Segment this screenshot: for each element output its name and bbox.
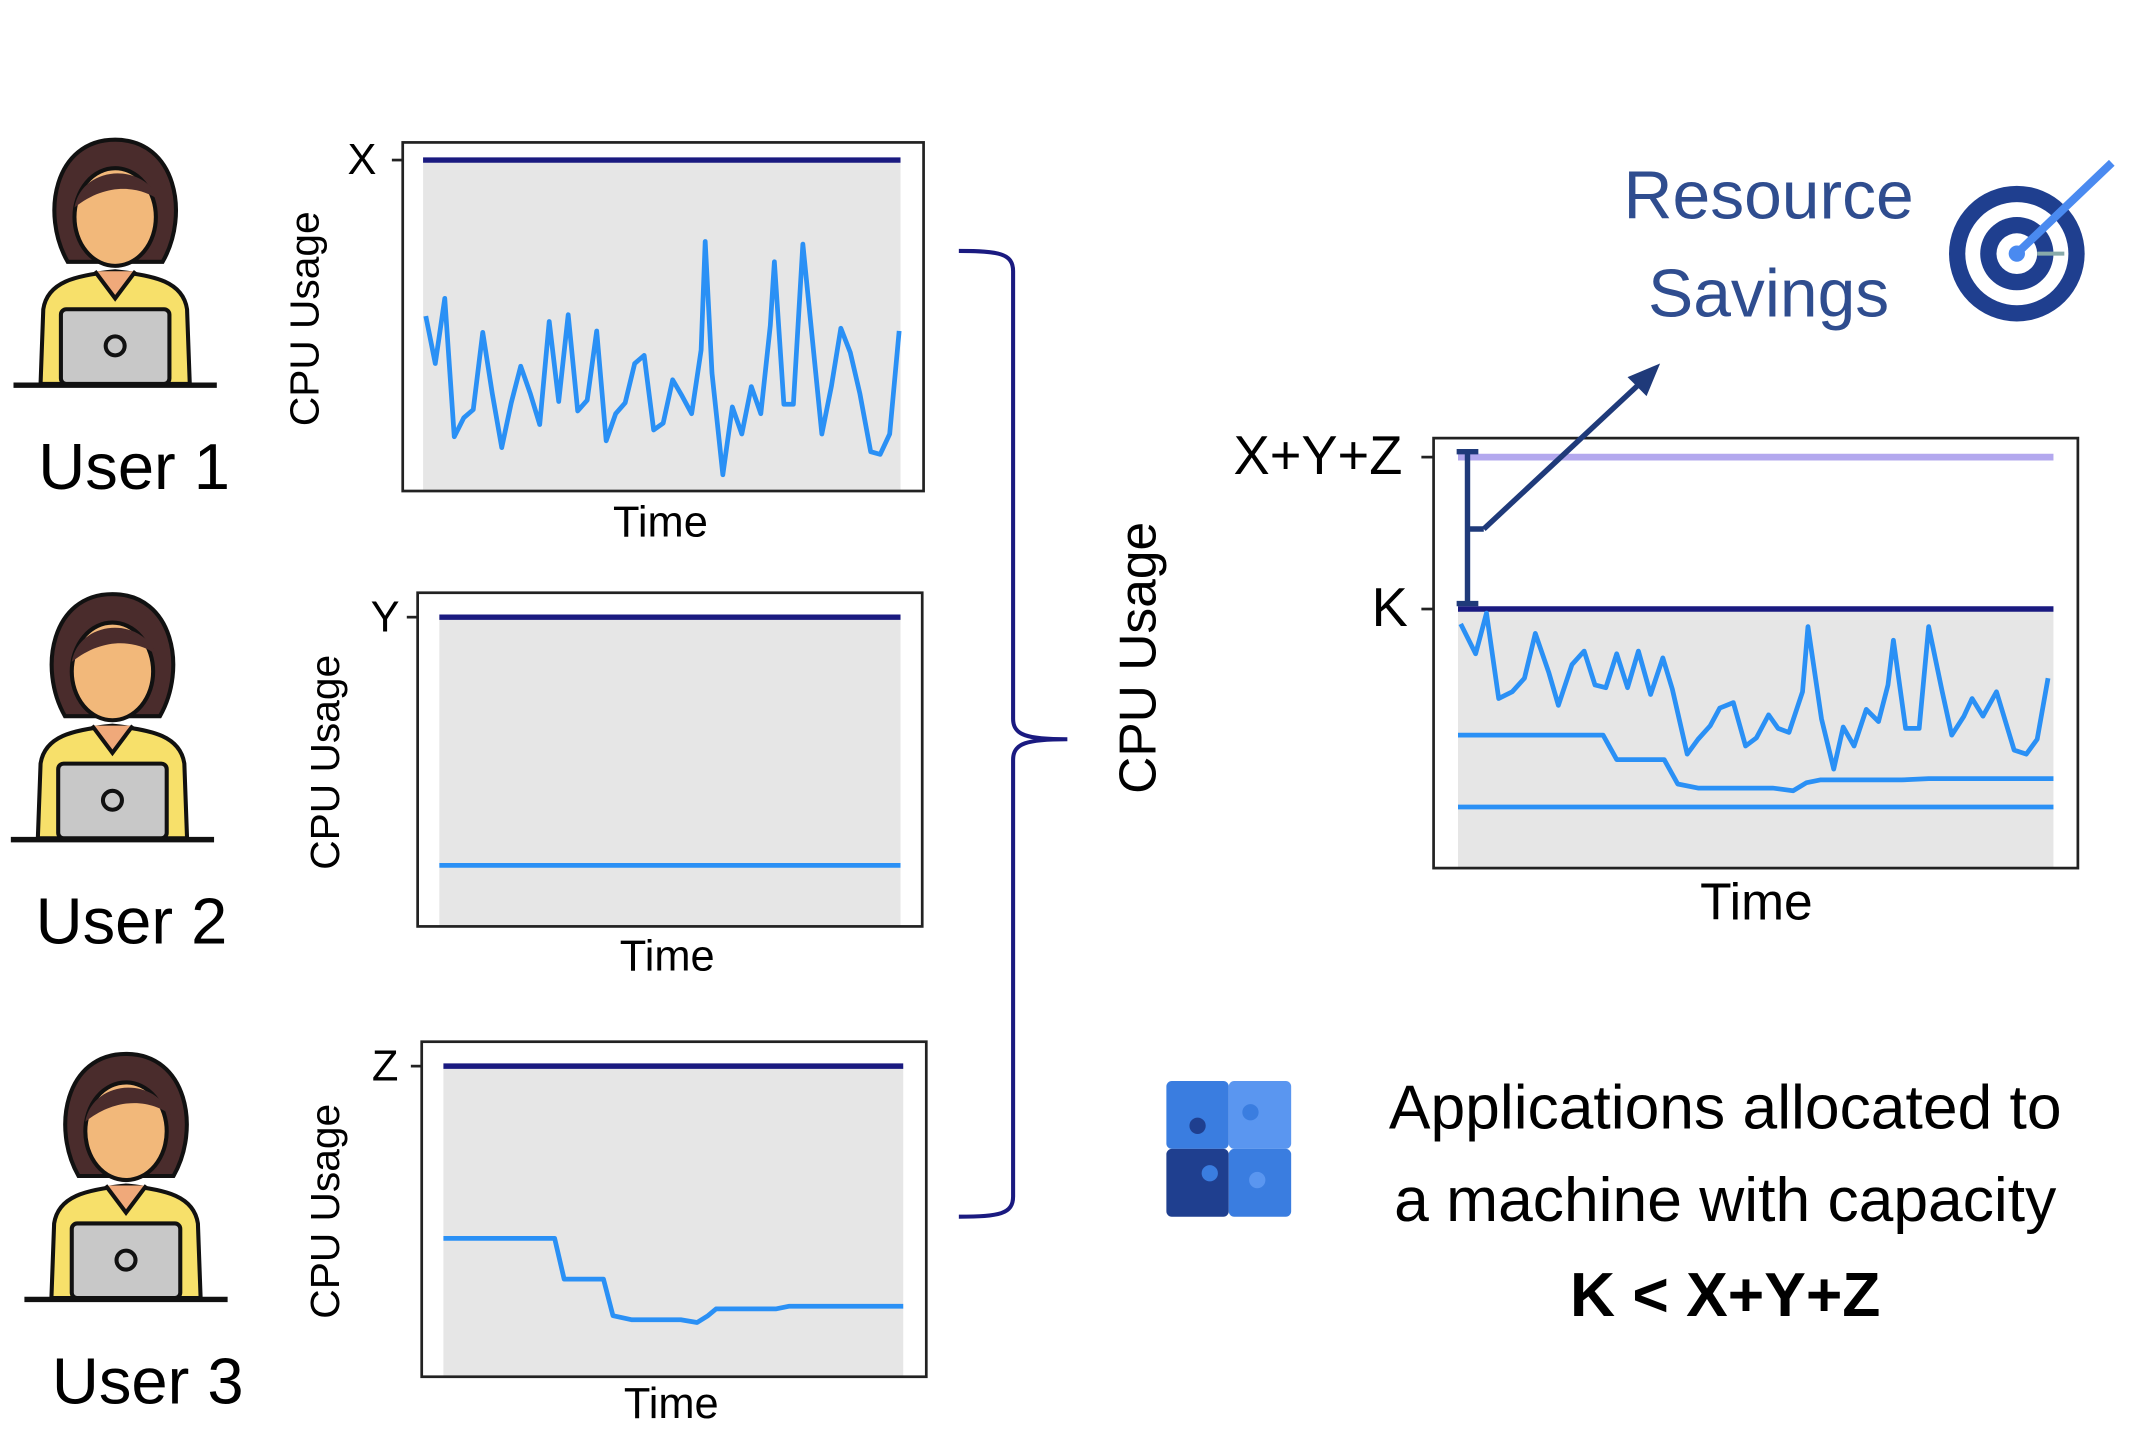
axis-label: CPU Usage [282,211,328,426]
tick-label: Y [371,593,400,641]
diagram: User 1 User 2 User 3 X CPU Usage Time Y … [0,0,2132,1431]
target-icon [1949,163,2112,322]
savings-bracket [1457,380,1644,604]
axis-label: CPU Usage [302,655,348,870]
page: {"users": [{"label": "User 1"}, {"label"… [0,0,2132,1431]
user-icon [13,140,216,386]
axis-label: Time [620,932,715,980]
callout-text: Resource [1624,159,1914,234]
area [439,617,900,926]
caption-text: Applications allocated to [1389,1074,2062,1143]
chart: X CPU Usage Time [282,136,924,546]
chart: Y CPU Usage Time [302,593,922,981]
user-icon [24,1054,227,1300]
tick-label: X [348,136,377,184]
brace [959,251,1068,1217]
user-label: User 2 [36,885,228,958]
axis-label: CPU Usage [302,1104,348,1319]
chart: X+Y+Z K CPU Usage Time [1109,364,2078,931]
area [443,1066,903,1377]
area [423,160,900,491]
axis-label: Time [613,498,708,546]
axis-label: CPU Usage [1109,522,1167,794]
callout-text: Savings [1648,256,1889,331]
tick-label: Z [372,1042,399,1090]
caption-text: a machine with capacity [1394,1166,2057,1235]
user-label: User 3 [52,1344,244,1417]
axis-label: Time [1700,873,1813,931]
user-label: User 1 [38,430,230,503]
caption-emphasis: K < X+Y+Z [1570,1261,1880,1330]
user-icon [11,594,214,840]
chart: Z CPU Usage Time [302,1042,926,1428]
tick-label: X+Y+Z [1234,426,1403,486]
tick-label: K [1372,578,1408,638]
axis-label: Time [624,1380,719,1428]
puzzle-icon [1166,1081,1291,1217]
